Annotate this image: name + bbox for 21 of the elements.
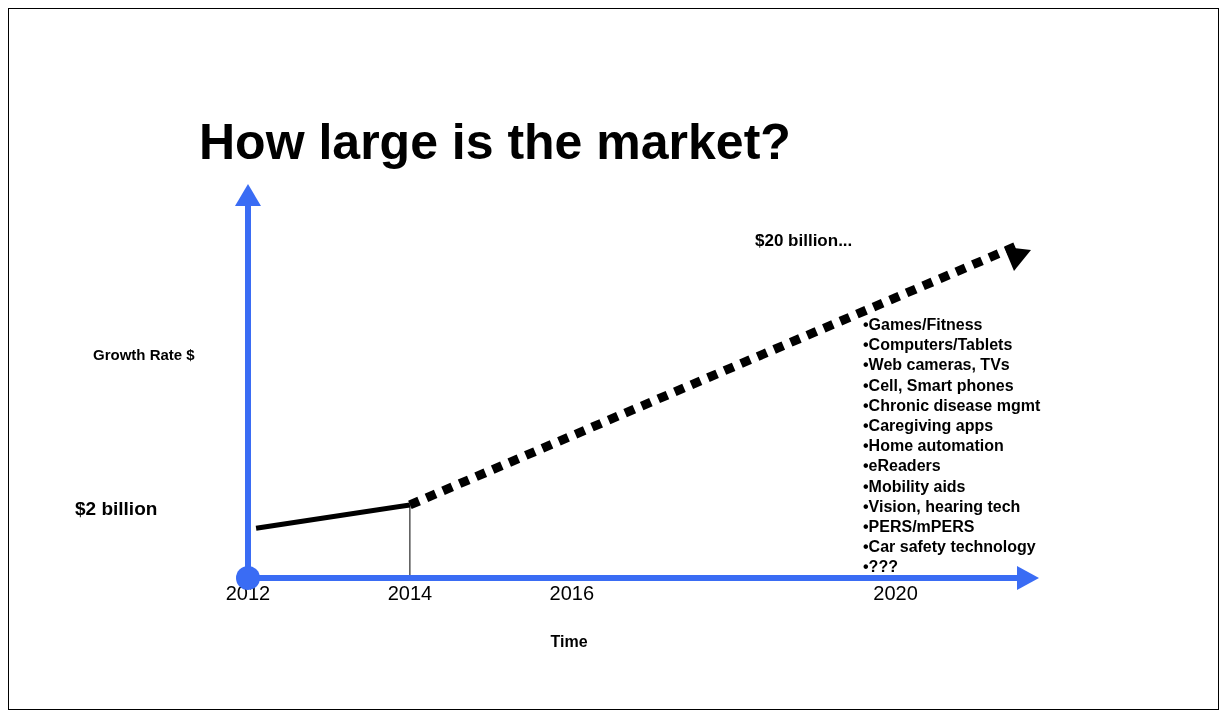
chart-title: How large is the market?	[199, 113, 791, 171]
annotation: •Cell, Smart phones	[863, 375, 1015, 396]
x-tick-label: 2016	[549, 582, 595, 605]
annotation: •Mobility aids	[863, 476, 967, 497]
annotation: •Car safety technology	[863, 537, 1037, 558]
annotation: •Games/Fitness	[863, 315, 984, 335]
annotation: •Web cameras, TVs	[863, 355, 1011, 376]
annotation: •Caregiving apps	[863, 416, 995, 436]
annotation: •Chronic disease mgmt	[863, 395, 1041, 416]
x-axis-title: Time	[549, 633, 589, 651]
annotation: •eReaders	[863, 456, 942, 477]
annotation: •???	[863, 557, 899, 578]
annotation: •Vision, hearing tech	[863, 496, 1022, 517]
annotation: $20 billion...	[755, 231, 853, 251]
annotation: •PERS/mPERS	[863, 517, 976, 538]
annotation: •Home automation	[863, 436, 1005, 457]
text: $2 billion	[75, 498, 158, 520]
annotation: •Computers/Tablets	[863, 335, 1014, 356]
x-tick-label: 2020	[873, 582, 918, 605]
y-axis-title: Growth Rate $	[93, 346, 195, 363]
x-tick-label: 2014	[387, 582, 433, 605]
